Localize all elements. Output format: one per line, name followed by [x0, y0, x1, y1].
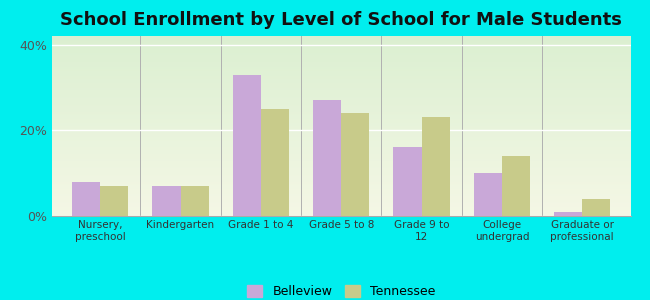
Legend: Belleview, Tennessee: Belleview, Tennessee [242, 280, 440, 300]
Bar [261, 109, 289, 216]
Bar [474, 173, 502, 216]
Bar [181, 186, 209, 216]
Bar [313, 100, 341, 216]
Bar [502, 156, 530, 216]
Bar [341, 113, 369, 216]
Bar [582, 199, 610, 216]
Bar [233, 75, 261, 216]
Bar [393, 147, 422, 216]
Bar [422, 117, 450, 216]
Bar [153, 186, 181, 216]
Bar [72, 182, 100, 216]
Title: School Enrollment by Level of School for Male Students: School Enrollment by Level of School for… [60, 11, 622, 29]
Bar [554, 212, 582, 216]
Bar [100, 186, 128, 216]
